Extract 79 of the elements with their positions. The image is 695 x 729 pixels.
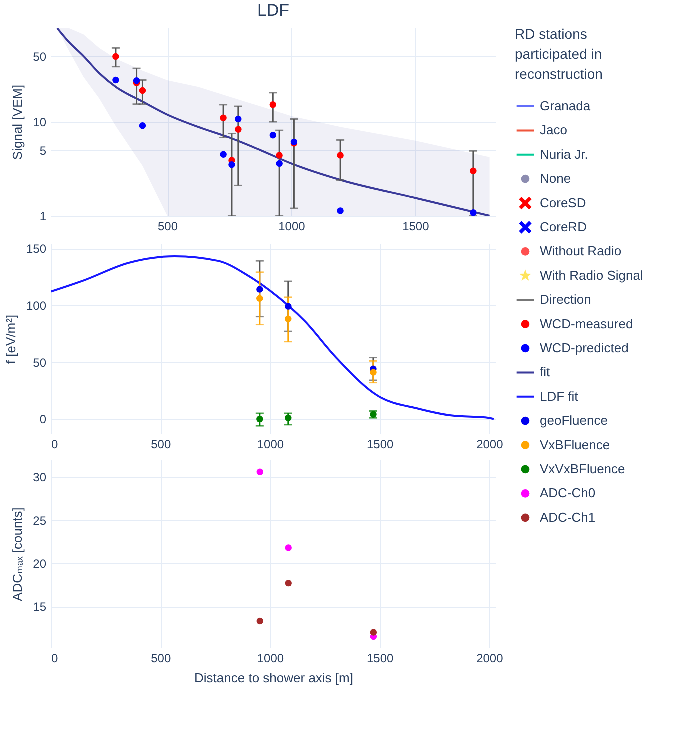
x-tick-label: 2000: [476, 438, 504, 452]
legend-title: RD stations participated in reconstruction: [515, 26, 603, 82]
point: [470, 168, 477, 174]
y-tick-label: 50: [33, 356, 47, 370]
y-axis-title: f [eV/m²]: [3, 314, 18, 364]
point: [285, 316, 292, 322]
chart-title: LDF: [257, 1, 290, 20]
point: [370, 369, 377, 376]
point: [470, 210, 477, 216]
y-tick-label: 10: [33, 116, 47, 130]
point: [256, 286, 264, 293]
y-tick-label: 30: [33, 470, 47, 485]
legend-label: fit: [540, 364, 550, 380]
legend-label: Direction: [540, 292, 592, 308]
point: [270, 102, 276, 108]
legend-label: WCD-measured: [540, 316, 634, 332]
point: [112, 76, 120, 84]
legend-label: Without Radio: [540, 244, 622, 259]
x-tick-label: 1500: [366, 438, 394, 452]
x-tick-label: 2000: [476, 652, 504, 666]
point: [139, 87, 146, 94]
point: [276, 160, 283, 168]
x-tick-label: 1500: [402, 220, 430, 234]
y-tick-label: 20: [33, 556, 47, 571]
x-tick-label: 1000: [257, 438, 284, 452]
point: [285, 544, 292, 552]
point: [337, 152, 344, 159]
point: [220, 151, 227, 158]
legend-label: geoFluence: [540, 413, 608, 428]
legend-label: Granada: [540, 98, 592, 114]
y-tick-label: 5: [40, 144, 47, 158]
point: [285, 303, 292, 310]
x-tick-label: 1000: [278, 220, 306, 234]
legend-label: CoreSD: [540, 195, 586, 210]
point: [370, 629, 378, 636]
legend-label: Nuria Jr.: [540, 146, 588, 162]
x-tick-label: 500: [151, 438, 172, 452]
y-tick-label: 0: [40, 412, 47, 427]
point: [220, 114, 227, 122]
point: [235, 116, 242, 123]
point: [337, 208, 344, 214]
point: [256, 416, 264, 423]
y-tick-label: 100: [26, 298, 47, 313]
point: [228, 162, 236, 168]
point: [256, 295, 264, 302]
point: [270, 132, 276, 139]
point: [256, 468, 264, 476]
x-axis-title: Distance to shower axis [m]: [194, 670, 354, 686]
y-axis-title: Signal [VEM]: [10, 84, 26, 160]
line-series: [51, 256, 496, 420]
x-tick-label: 1000: [257, 652, 284, 666]
legend-label: WCD-predicted: [540, 340, 629, 356]
legend-label: None: [540, 171, 572, 186]
point: [112, 53, 120, 60]
x-tick-label: 1500: [366, 652, 394, 666]
point: [276, 152, 283, 159]
y-tick-label: 150: [26, 242, 47, 256]
point: [235, 126, 242, 133]
point: [139, 122, 146, 130]
y-tick-label: 15: [33, 600, 47, 614]
legend-label: CoreRD: [540, 220, 587, 234]
legend-label: With Radio Signal: [540, 268, 644, 283]
legend-label: LDF fit: [540, 388, 579, 404]
x-tick-label: 0: [52, 652, 58, 666]
y-tick-label: 1: [40, 210, 47, 224]
legend-label: ADC-Ch0: [540, 486, 596, 501]
y-tick-label: 50: [33, 50, 47, 64]
x-tick-label: 500: [158, 220, 178, 234]
legend-label: VxBFluence: [540, 437, 610, 452]
legend-label: Jaco: [540, 122, 568, 138]
point: [285, 414, 292, 422]
y-axis-title: ADCₘₐₓ [counts]: [10, 508, 26, 602]
legend-label: ADC-Ch1: [540, 510, 596, 525]
point: [256, 618, 264, 625]
y-tick-label: 25: [33, 514, 47, 528]
x-tick-label: 500: [151, 652, 172, 666]
point: [285, 580, 292, 587]
legend-label: VxVxBFluence: [540, 462, 626, 476]
x-tick-label: 0: [52, 438, 58, 452]
